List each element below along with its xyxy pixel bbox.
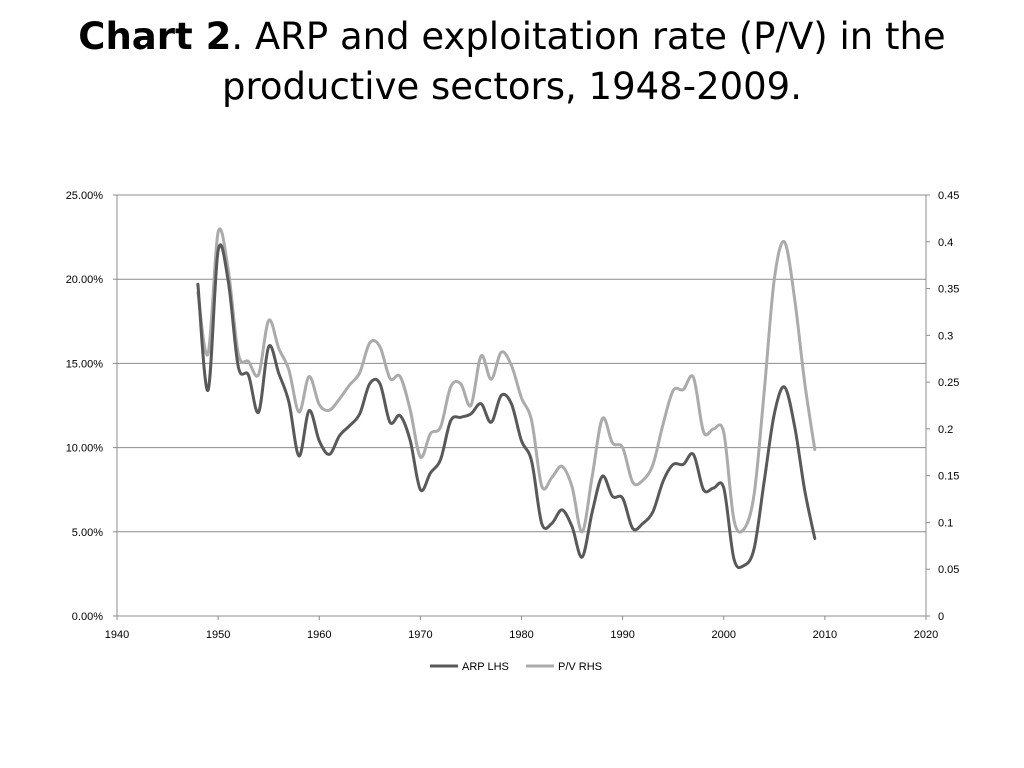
right-y-tick-label: 0.45 (938, 190, 959, 202)
series-line-pv-rhs (196, 227, 817, 534)
x-tick-label: 1970 (408, 629, 432, 641)
left-y-tick-label: 20.00% (66, 274, 104, 286)
x-tick-label: 1960 (307, 629, 331, 641)
x-tick-label: 2000 (712, 629, 736, 641)
axes (113, 194, 930, 620)
right-y-tick-label: 0.05 (938, 564, 959, 576)
right-y-tick-label: 0.4 (938, 237, 953, 249)
series-line-arp-lhs (196, 243, 817, 570)
left-y-tick-label: 15.00% (66, 358, 104, 370)
x-tick-label: 2010 (813, 629, 837, 641)
right-y-tick-label: 0.3 (938, 330, 953, 342)
left-y-tick-label: 25.00% (66, 190, 104, 202)
legend: ARP LHS P/V RHS (430, 661, 602, 673)
slide-title-rest: . ARP and exploitation rate (P/V) in the… (222, 15, 946, 108)
right-y-tick-label: 0.2 (938, 424, 953, 436)
legend-label: P/V RHS (558, 661, 602, 673)
right-y-tick-label: 0.15 (938, 471, 959, 483)
x-tick-label: 1980 (509, 629, 533, 641)
x-tick-labels: 1940 1950 1960 1970 1980 1990 2000 2010 2020 (105, 629, 938, 641)
x-tick-label: 2020 (914, 629, 938, 641)
left-y-tick-label: 10.00% (66, 443, 104, 455)
left-y-tick-labels: 0.00% 5.00% 10.00% 15.00% 20.00% 25.00% (66, 190, 104, 623)
x-tick-label: 1940 (105, 629, 129, 641)
legend-label: ARP LHS (462, 661, 509, 673)
right-y-tick-labels: 0 0.05 0.1 0.15 0.2 0.25 0.3 0.35 0.4 0.45 (938, 190, 959, 623)
right-y-tick-label: 0.35 (938, 284, 959, 296)
left-y-tick-label: 0.00% (72, 611, 103, 623)
slide-title: Chart 2. ARP and exploitation rate (P/V)… (62, 12, 962, 112)
left-y-tick-label: 5.00% (72, 527, 103, 539)
x-tick-label: 1990 (610, 629, 634, 641)
slide-title-bold: Chart 2 (78, 15, 232, 58)
series-lines (196, 227, 817, 570)
right-y-tick-label: 0.1 (938, 517, 953, 529)
legend-item: P/V RHS (526, 661, 602, 673)
right-y-tick-label: 0.25 (938, 377, 959, 389)
legend-item: ARP LHS (430, 661, 509, 673)
right-y-tick-label: 0 (938, 611, 944, 623)
x-tick-label: 1950 (206, 629, 230, 641)
gridlines (117, 194, 926, 617)
